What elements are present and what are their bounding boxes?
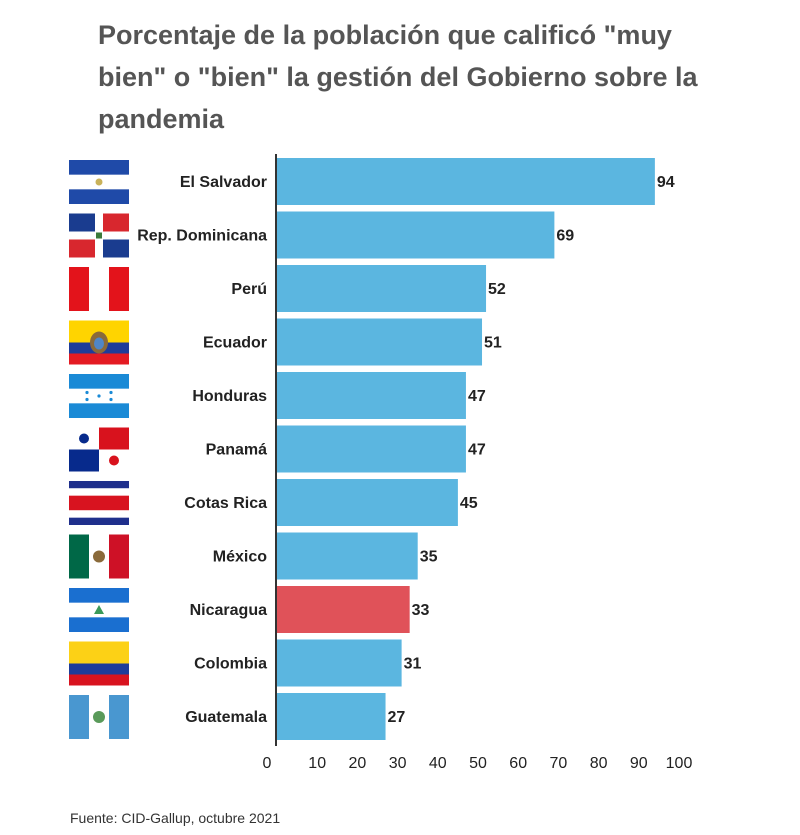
colombia-flag (69, 641, 129, 686)
category-label: Cotas Rica (184, 495, 267, 512)
honduras-flag (69, 374, 129, 418)
el-salvador-flag (69, 160, 129, 204)
bar (277, 318, 483, 366)
value-label: 31 (404, 656, 422, 673)
value-label: 47 (468, 442, 486, 459)
value-label: 33 (412, 602, 430, 619)
ecuador-flag (69, 320, 129, 365)
value-label: 51 (484, 335, 502, 352)
bar (277, 639, 402, 687)
guatemala-flag (69, 695, 129, 739)
costa-rica-flag (69, 481, 129, 525)
bar (277, 158, 655, 205)
x-tick-label: 50 (469, 755, 487, 772)
value-label: 45 (460, 495, 478, 512)
bar (277, 479, 458, 526)
x-tick-label: 0 (263, 755, 272, 772)
x-tick-label: 100 (666, 755, 693, 772)
value-label: 69 (556, 228, 574, 245)
category-label: Ecuador (203, 335, 267, 352)
value-label: 35 (420, 549, 438, 566)
x-tick-label: 60 (509, 755, 527, 772)
value-label: 47 (468, 388, 486, 405)
value-label: 52 (488, 281, 506, 298)
value-label: 94 (657, 174, 675, 191)
x-tick-label: 70 (550, 755, 568, 772)
x-tick-label: 30 (389, 755, 407, 772)
category-label: Rep. Dominicana (137, 228, 267, 245)
chart-title: Porcentaje de la población que calificó … (98, 20, 698, 134)
category-label: Colombia (194, 656, 267, 673)
value-label: 27 (388, 709, 406, 726)
bar (277, 532, 418, 580)
x-tick-label: 20 (349, 755, 367, 772)
bar (277, 425, 466, 473)
source-note: Fuente: CID-Gallup, octubre 2021 (70, 810, 281, 826)
dominican-republic-flag (69, 213, 129, 258)
bar-highlighted (277, 586, 410, 633)
category-label: México (213, 549, 267, 566)
x-tick-label: 90 (630, 755, 648, 772)
category-label: Perú (231, 281, 267, 298)
bar (277, 372, 466, 419)
bar (277, 693, 386, 740)
panama-flag (69, 427, 129, 472)
nicaragua-flag (69, 588, 129, 632)
category-label: El Salvador (180, 174, 267, 191)
bar (277, 265, 487, 312)
x-tick-label: 40 (429, 755, 447, 772)
category-label: Nicaragua (190, 602, 267, 619)
bar (277, 211, 555, 259)
mexico-flag (69, 534, 129, 579)
x-tick-label: 80 (590, 755, 608, 772)
category-label: Honduras (192, 388, 267, 405)
category-label: Panamá (206, 442, 267, 459)
peru-flag (69, 267, 129, 311)
category-label: Guatemala (185, 709, 267, 726)
x-tick-label: 10 (308, 755, 326, 772)
